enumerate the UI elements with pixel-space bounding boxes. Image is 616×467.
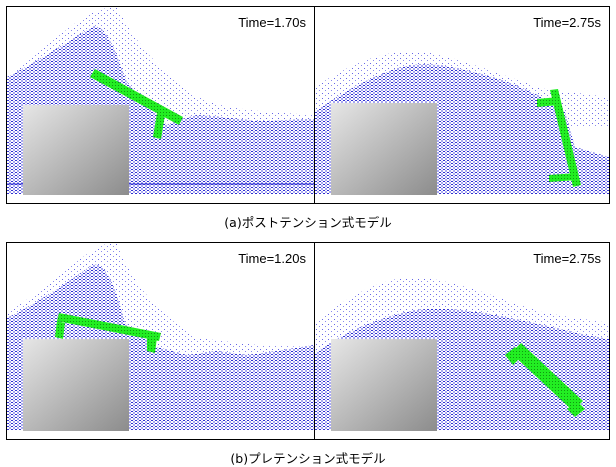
simulation-a-1: [7, 7, 314, 195]
simulation-b-2: [315, 277, 609, 431]
structure-member: [55, 313, 161, 353]
time-label: Time=1.20s: [238, 251, 306, 266]
obstacle-block: [331, 339, 437, 431]
time-label: Time=2.75s: [533, 15, 601, 30]
panel-b-left: Time=1.20s: [7, 243, 314, 439]
structure-member: [505, 343, 585, 417]
caption-a: (a)ポストテンション式モデル: [224, 215, 392, 230]
figure-row-a: Time=1.70s Time=2.75s: [6, 6, 610, 204]
panel-divider: [314, 7, 315, 203]
structure-member: [537, 89, 581, 187]
obstacle-block: [23, 339, 129, 431]
structure-member: [90, 69, 183, 139]
obstacle-block: [331, 103, 437, 195]
panel-a-right: Time=2.75s: [315, 7, 609, 203]
panel-a-left: Time=1.70s: [7, 7, 314, 203]
panel-b-right: Time=2.75s: [315, 243, 609, 439]
simulation-b-1: [7, 243, 314, 431]
simulation-a-2: [315, 51, 609, 195]
time-label: Time=2.75s: [533, 251, 601, 266]
caption-b: (b)プレテンション式モデル: [230, 451, 386, 466]
time-label: Time=1.70s: [238, 15, 306, 30]
obstacle-block: [23, 105, 129, 195]
figure-row-b: Time=1.20s Time=2.75s: [6, 242, 610, 440]
panel-divider: [314, 243, 315, 439]
